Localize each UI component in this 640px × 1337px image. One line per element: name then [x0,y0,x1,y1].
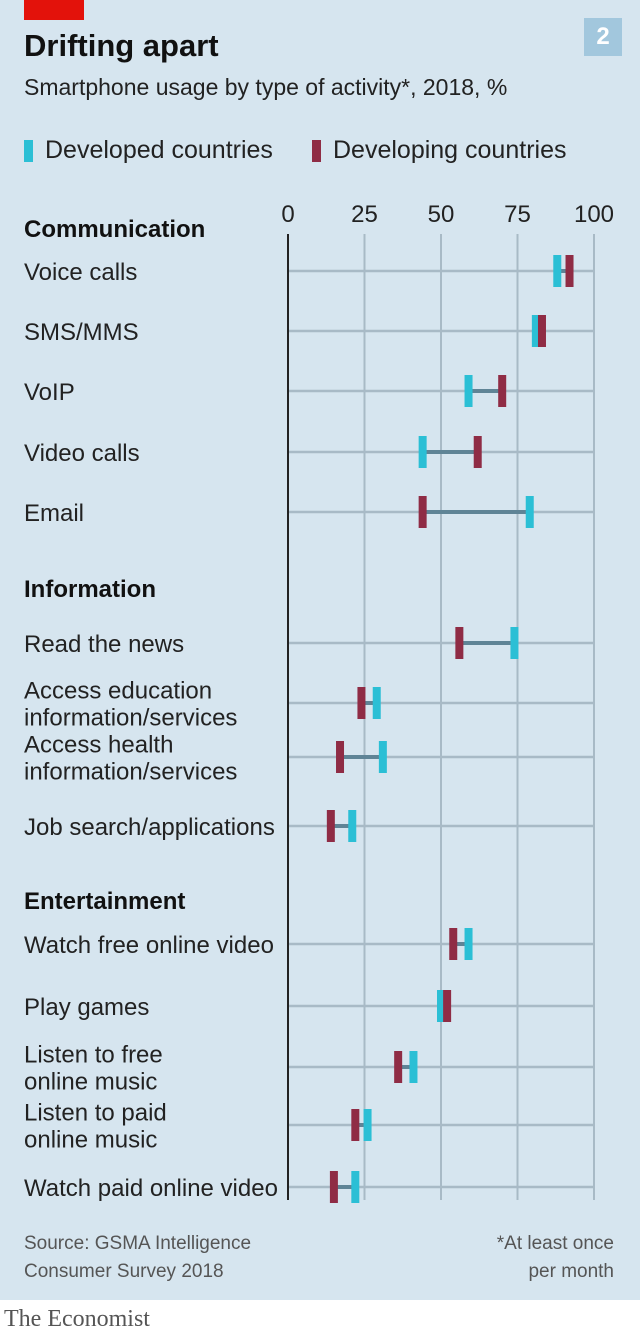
legend-swatch-developed [24,139,33,162]
marker-developed [464,375,473,407]
marker-developed [363,1109,372,1141]
source-line: Consumer Survey 2018 [24,1261,224,1282]
marker-developed [437,990,445,1022]
marker-developed [510,627,519,659]
row-label: Access education [24,678,212,705]
group-heading: Communication [24,216,205,243]
row-label: online music [24,1069,157,1096]
source-line: Source: GSMA Intelligence [24,1233,252,1254]
row-label: Email [24,500,84,527]
legend-label: Developed countries [45,136,273,164]
legend-developed: Developed countries [24,136,273,165]
chart-subtitle: Smartphone usage by type of activity*, 2… [24,74,508,100]
marker-developed [553,255,562,287]
row-label: SMS/MMS [24,319,139,346]
marker-developed [378,741,387,773]
marker-developing [418,496,427,528]
footnote-line: *At least once [496,1233,614,1254]
chart-number-badge: 2 [584,18,622,56]
marker-developing [537,315,546,347]
marker-developing [326,810,335,842]
x-tick-label: 75 [504,201,531,228]
marker-developed [464,928,473,960]
marker-developing [498,375,507,407]
marker-developing [351,1109,360,1141]
marker-developing [565,255,574,287]
row-label: Watch paid online video [24,1175,278,1202]
row-label: Voice calls [24,259,137,286]
group-heading: Information [24,576,156,603]
row-label: information/services [24,705,237,732]
marker-developing [449,928,458,960]
row-label: Play games [24,994,149,1021]
source-note: Source: GSMA Intelligence Consumer Survey… [24,1230,251,1286]
group-heading: Entertainment [24,888,185,915]
legend-label: Developing countries [333,136,567,164]
marker-developed [351,1171,360,1203]
x-tick-label: 0 [281,201,294,228]
chart-title: Drifting apart [24,28,219,63]
row-label: Read the news [24,631,184,658]
x-tick-label: 50 [428,201,455,228]
row-label: Listen to free [24,1042,163,1069]
marker-developing [455,627,464,659]
row-label: Video calls [24,440,140,467]
marker-developing [329,1171,338,1203]
marker-developed [531,315,540,347]
marker-developing [336,741,345,773]
row-label: Access health [24,732,173,759]
legend-developing: Developing countries [312,136,566,165]
marker-developing [473,436,482,468]
chart-panel [0,0,640,1300]
marker-developed [372,687,381,719]
marker-developing [357,687,366,719]
row-label: VoIP [24,379,75,406]
row-label: information/services [24,759,237,786]
row-label: Job search/applications [24,814,275,841]
footnote-line: per month [528,1261,614,1282]
row-label: online music [24,1127,157,1154]
marker-developing [443,990,452,1022]
legend-swatch-developing [312,139,321,162]
row-label: Watch free online video [24,932,274,959]
marker-developed [409,1051,418,1083]
economist-red-tag [24,0,84,20]
x-tick-label: 25 [351,201,378,228]
marker-developed [348,810,357,842]
dumbbell-chart: 0 25 50 75 100 Communication Voice calls SMS/MM… [24,201,614,1203]
brand-logo: The Economist [4,1306,150,1332]
row-label: Listen to paid [24,1100,167,1127]
marker-developing [394,1051,403,1083]
marker-developed [418,436,427,468]
x-tick-label: 100 [574,201,614,228]
footnote: *At least once per month [497,1230,614,1286]
marker-developed [525,496,534,528]
